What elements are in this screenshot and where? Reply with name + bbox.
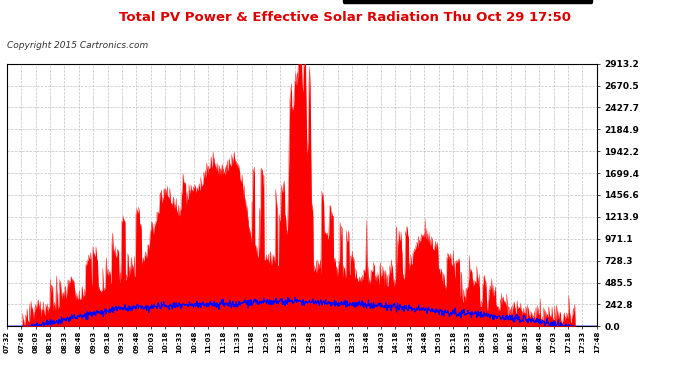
Legend: Radiation (Effective w/m2), PV Panels (DC Watts): Radiation (Effective w/m2), PV Panels (D…	[343, 0, 592, 3]
Text: Total PV Power & Effective Solar Radiation Thu Oct 29 17:50: Total PV Power & Effective Solar Radiati…	[119, 11, 571, 24]
Text: Copyright 2015 Cartronics.com: Copyright 2015 Cartronics.com	[7, 41, 148, 50]
